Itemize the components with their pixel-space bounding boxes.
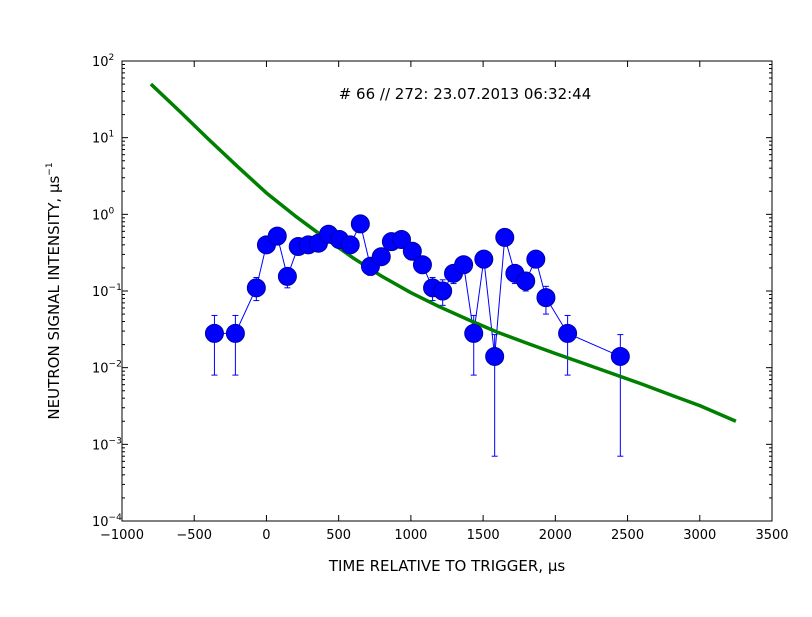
y-tick-label-exponent: −1 (109, 283, 122, 293)
x-tick-label: 500 (326, 528, 351, 543)
y-tick-label-exponent: 0 (109, 206, 115, 216)
model-curve (149, 82, 737, 423)
x-tick-label: 0 (262, 528, 270, 543)
chart-annotation: # 66 // 272: 23.07.2013 06:32:44 (339, 85, 592, 103)
data-point (204, 323, 224, 343)
x-tick-label: 2500 (611, 528, 644, 543)
data-point (485, 346, 505, 366)
y-tick-label: 100 (92, 206, 115, 223)
x-tick-label: 1000 (394, 528, 427, 543)
y-tick-label-base: 10 (92, 438, 109, 453)
data-point (392, 229, 411, 249)
x-axis-title-text: TIME RELATIVE TO TRIGGER, (328, 557, 548, 575)
y-tick-label: 101 (92, 130, 114, 147)
y-axis-title: NEUTRON SIGNAL INTENSITY, μs−1 (45, 162, 63, 419)
y-tick-label: 10−4 (92, 513, 122, 530)
data-point (526, 249, 546, 269)
y-tick-label: 102 (92, 53, 114, 70)
y-axis-title-text: NEUTRON SIGNAL INTENSITY, (45, 193, 63, 420)
data-point (474, 249, 494, 269)
x-tick-label: −1000 (100, 528, 144, 543)
y-tick-label: 10−2 (92, 360, 122, 377)
data-point (433, 281, 453, 301)
x-tick-label: 1500 (467, 528, 500, 543)
y-tick-label-exponent: 1 (109, 130, 115, 140)
y-tick-label-base: 10 (92, 132, 109, 147)
data-point (371, 247, 391, 267)
data-point (277, 266, 297, 286)
y-tick-label-exponent: −2 (109, 360, 122, 370)
x-axis-title: TIME RELATIVE TO TRIGGER, μs (328, 557, 566, 575)
data-point (246, 278, 266, 298)
y-tick-label: 10−3 (92, 436, 122, 453)
data-point (495, 227, 515, 247)
y-tick-label-exponent: 2 (109, 53, 115, 63)
y-tick-label-base: 10 (92, 55, 109, 70)
y-tick-label-base: 10 (92, 285, 109, 300)
data-point (464, 323, 484, 343)
x-tick-label: 2000 (539, 528, 572, 543)
y-axis-title-unit-exponent: −1 (45, 162, 55, 175)
data-point (225, 323, 245, 343)
data-point (558, 323, 578, 343)
y-tick-label-base: 10 (92, 208, 109, 223)
data-point (610, 346, 630, 366)
y-tick-label-exponent: −4 (109, 513, 123, 523)
y-axis-title-unit: μs (45, 176, 63, 194)
data-point (340, 235, 360, 255)
y-tick-label: 10−1 (92, 283, 122, 300)
x-tick-label: 3000 (683, 528, 716, 543)
x-tick-label: 3500 (755, 528, 788, 543)
data-point (402, 241, 422, 261)
y-tick-label-exponent: −3 (109, 436, 122, 446)
plot-layer: −1000 −500 0 500 1000 1500 2000 2500 3000 350010−… (92, 53, 789, 543)
y-tick-label-base: 10 (92, 515, 109, 530)
series-group (149, 82, 737, 457)
x-axis-title-unit: μs (548, 557, 566, 575)
data-point (350, 214, 370, 234)
data-point (454, 255, 474, 275)
x-tick-label: −500 (176, 528, 212, 543)
data-point (412, 255, 432, 275)
data-point (536, 288, 556, 308)
data-point (267, 226, 287, 246)
data-point (516, 271, 536, 291)
y-tick-label-base: 10 (92, 362, 109, 377)
